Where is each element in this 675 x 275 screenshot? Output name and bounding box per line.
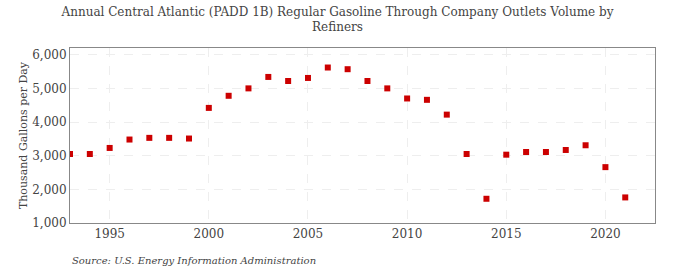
svg-text:1,000: 1,000 [32, 216, 66, 230]
svg-text:2,000: 2,000 [32, 183, 66, 197]
svg-text:5,000: 5,000 [32, 82, 66, 96]
svg-text:2005: 2005 [293, 227, 324, 241]
svg-text:3,000: 3,000 [32, 149, 66, 163]
svg-text:2015: 2015 [491, 227, 522, 241]
svg-text:2020: 2020 [590, 227, 621, 241]
svg-text:Source: U.S. Energy Informatio: Source: U.S. Energy Information Administ… [72, 255, 316, 266]
svg-text:4,000: 4,000 [32, 115, 66, 129]
svg-text:Thousand Gallons per Day: Thousand Gallons per Day [17, 61, 30, 209]
svg-text:2000: 2000 [194, 227, 225, 241]
svg-text:1995: 1995 [94, 227, 125, 241]
svg-text:2010: 2010 [392, 227, 423, 241]
svg-text:6,000: 6,000 [32, 48, 66, 62]
svg-text:Annual Central Atlantic (PADD: Annual Central Atlantic (PADD 1B) Regula… [61, 5, 614, 35]
